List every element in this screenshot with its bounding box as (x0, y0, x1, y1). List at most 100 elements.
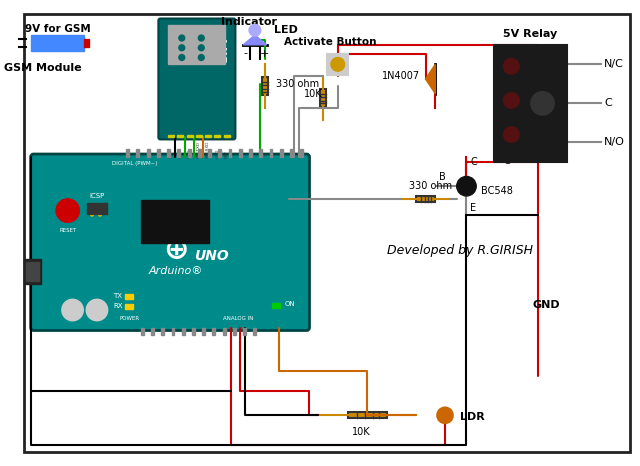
Bar (280, 149, 283, 157)
Text: Indicator: Indicator (221, 17, 276, 27)
Bar (239, 149, 242, 157)
Text: LDR: LDR (460, 412, 484, 422)
Bar (125, 295, 133, 299)
Text: GSM Module: GSM Module (4, 63, 82, 73)
Circle shape (99, 209, 101, 212)
Bar (161, 328, 164, 336)
Bar (233, 328, 236, 336)
Bar (187, 135, 193, 137)
Bar (273, 303, 280, 308)
Text: POWER: POWER (119, 316, 139, 321)
Text: GND: GND (216, 149, 220, 158)
Text: C: C (470, 157, 477, 167)
Text: ICSP: ICSP (90, 193, 104, 199)
Text: Arduino®: Arduino® (148, 266, 203, 276)
Bar (172, 328, 175, 336)
Bar (202, 328, 205, 336)
Bar (141, 328, 144, 336)
Bar (208, 149, 211, 157)
Bar (177, 135, 183, 137)
Bar (269, 149, 273, 157)
Bar (168, 25, 225, 64)
Circle shape (331, 57, 344, 71)
Text: SIM.TXD: SIM.TXD (197, 141, 201, 158)
Bar (249, 149, 252, 157)
Circle shape (62, 299, 83, 321)
Bar (253, 328, 257, 336)
Text: E: E (470, 203, 477, 212)
Text: GND: GND (179, 149, 182, 158)
Bar (151, 328, 154, 336)
Text: 5V: 5V (169, 152, 173, 158)
Circle shape (457, 177, 476, 196)
Bar (259, 149, 262, 157)
Text: BC548: BC548 (481, 186, 513, 196)
Circle shape (86, 299, 108, 321)
Bar (212, 328, 216, 336)
Bar (223, 328, 226, 336)
Text: N/C: N/C (604, 59, 624, 69)
Bar (348, 412, 387, 418)
Text: RST: RST (225, 150, 228, 158)
Circle shape (91, 205, 93, 208)
Text: 5V Relay: 5V Relay (503, 29, 557, 39)
Bar (243, 328, 246, 336)
Text: ⊕: ⊕ (163, 236, 188, 265)
Circle shape (91, 209, 93, 212)
Bar (327, 54, 349, 75)
Text: ANALOG IN: ANALOG IN (223, 316, 253, 321)
Text: VDD: VDD (188, 149, 191, 158)
Bar (224, 135, 230, 137)
Circle shape (99, 205, 101, 208)
Text: SIM: SIM (217, 37, 230, 62)
Bar (228, 149, 232, 157)
Bar (320, 89, 326, 107)
Circle shape (179, 35, 185, 41)
Bar (290, 149, 293, 157)
Circle shape (91, 213, 93, 216)
Text: -: - (243, 48, 247, 59)
Text: C: C (604, 98, 612, 108)
Text: ON: ON (285, 301, 296, 307)
Text: N/O: N/O (604, 137, 625, 147)
Circle shape (531, 92, 554, 115)
Circle shape (437, 407, 453, 423)
Bar (24, 259, 42, 284)
Bar (188, 149, 191, 157)
Text: RX: RX (113, 303, 123, 309)
Circle shape (504, 127, 519, 142)
Bar (205, 135, 211, 137)
Bar (182, 328, 185, 336)
Bar (26, 262, 40, 281)
Bar (126, 149, 129, 157)
Text: LED: LED (275, 25, 298, 35)
Text: 1N4007: 1N4007 (381, 71, 420, 81)
Text: UNO: UNO (194, 249, 228, 263)
Bar (125, 304, 133, 309)
Text: SIM.RXD: SIM.RXD (206, 141, 210, 158)
Polygon shape (243, 35, 267, 45)
Bar (196, 135, 202, 137)
Bar (157, 149, 160, 157)
Bar (136, 149, 140, 157)
Bar (31, 35, 84, 51)
Bar (147, 149, 150, 157)
Bar (141, 199, 209, 243)
Circle shape (56, 199, 79, 222)
Circle shape (504, 59, 519, 74)
Bar (84, 39, 89, 47)
Text: 10K: 10K (303, 89, 323, 99)
Bar (214, 135, 220, 137)
Bar (168, 135, 174, 137)
Text: Developed by R.GIRISH: Developed by R.GIRISH (387, 245, 532, 257)
Bar (87, 203, 107, 214)
Circle shape (179, 45, 185, 51)
Text: C: C (504, 156, 510, 166)
Bar (198, 149, 201, 157)
Bar (218, 149, 221, 157)
Circle shape (99, 213, 101, 216)
Bar (416, 196, 435, 202)
Text: 330 ohm: 330 ohm (276, 79, 319, 89)
Circle shape (504, 93, 519, 108)
Text: 330 ohm: 330 ohm (409, 181, 452, 191)
